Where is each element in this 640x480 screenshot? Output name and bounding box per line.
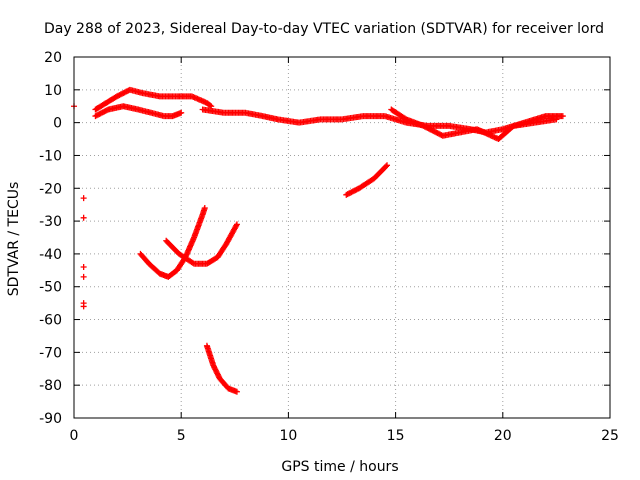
chart-title: Day 288 of 2023, Sidereal Day-to-day VTE… [44, 21, 604, 37]
series-main-band-mid [92, 103, 185, 120]
grid-lines [74, 57, 610, 418]
data-points [71, 86, 566, 395]
data-point [201, 204, 208, 211]
data-point [178, 109, 185, 116]
x-tick-label: 20 [494, 428, 512, 444]
y-axis-label: SDTVAR / TECUs [6, 182, 22, 297]
plot-frame [73, 56, 611, 419]
data-point [80, 273, 87, 280]
x-axis-label: GPS time / hours [281, 459, 398, 475]
y-tick-label: -40 [39, 247, 62, 263]
x-tick-label: 15 [387, 428, 405, 444]
series-arc-a [137, 204, 208, 280]
data-point [80, 214, 87, 221]
y-tick-label: -60 [39, 313, 62, 329]
y-tick-label: 20 [44, 50, 62, 66]
y-tick-label: -90 [39, 411, 62, 427]
y-tick-label: -20 [39, 181, 62, 197]
axis-ticks: 0 5 10 15 20 25 -90 -80 -70 -60 -50 -40 -30 -20 -10 0 10… [39, 50, 619, 444]
data-point [104, 107, 111, 114]
data-point [80, 303, 87, 310]
series-arc-b [163, 221, 240, 267]
x-tick-label: 5 [177, 428, 186, 444]
data-point [80, 195, 87, 202]
data-point [233, 222, 240, 229]
data-point [207, 102, 214, 109]
series-main-band-upper [92, 86, 215, 113]
x-tick-label: 25 [601, 428, 619, 444]
data-point [233, 221, 240, 228]
x-tick-label: 10 [279, 428, 297, 444]
y-tick-label: -50 [39, 280, 62, 296]
series-arc-c [203, 342, 240, 395]
series-main-band-diverging [388, 106, 560, 143]
data-point [383, 163, 390, 170]
series-early-points [71, 103, 87, 310]
data-point [80, 264, 87, 271]
data-point [384, 162, 391, 169]
data-point [189, 259, 196, 266]
y-tick-label: 10 [44, 83, 62, 99]
y-tick-label: -10 [39, 148, 62, 164]
data-point [553, 116, 560, 123]
y-tick-label: -30 [39, 214, 62, 230]
x-tick-label: 0 [70, 428, 79, 444]
series-arc-d [343, 162, 391, 198]
y-tick-label: -80 [39, 378, 62, 394]
y-tick-label: 0 [53, 116, 62, 132]
data-point [559, 113, 566, 120]
y-tick-label: -70 [39, 345, 62, 361]
data-point [233, 388, 240, 395]
